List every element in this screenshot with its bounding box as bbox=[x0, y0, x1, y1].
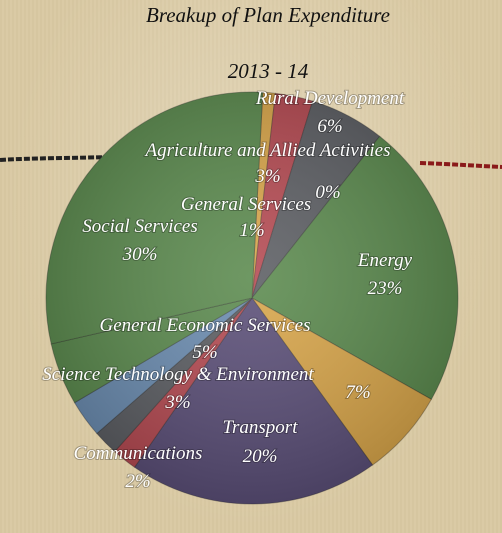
slice-label-1: Agriculture and Allied Activities bbox=[143, 140, 390, 161]
slice-percent-1: 3% bbox=[254, 166, 280, 187]
slice-percent-4: 23% bbox=[368, 278, 403, 299]
slice-percent-5: 7% bbox=[345, 382, 370, 403]
slice-percent-10: 5% bbox=[192, 342, 217, 363]
chart-subtitle: 2013 - 14 bbox=[227, 59, 309, 83]
slice-percent-3: 0% bbox=[315, 182, 340, 203]
slice-percent-0: 1% bbox=[239, 220, 264, 241]
slice-percent-9: 3% bbox=[164, 392, 190, 413]
slice-percent-2: 6% bbox=[317, 116, 342, 137]
slice-percent-11: 30% bbox=[122, 244, 158, 265]
slice-label-0: General Services bbox=[181, 194, 311, 215]
slice-label-10: General Economic Services bbox=[99, 315, 310, 336]
slice-label-6: Transport bbox=[223, 417, 299, 438]
slice-label-8: Communications bbox=[74, 443, 203, 464]
scribble-right bbox=[419, 161, 502, 169]
chart-title: Breakup of Plan Expenditure bbox=[146, 3, 390, 27]
slice-label-4: Energy bbox=[357, 250, 413, 271]
slice-label-11: Social Services bbox=[82, 216, 198, 237]
slice-percent-8: 2% bbox=[125, 471, 150, 492]
slice-label-2: Rural Development bbox=[255, 88, 405, 109]
slice-percent-6: 20% bbox=[243, 446, 278, 467]
scribble-left bbox=[0, 155, 111, 162]
slice-label-9: Science Technology & Environment bbox=[42, 364, 314, 385]
